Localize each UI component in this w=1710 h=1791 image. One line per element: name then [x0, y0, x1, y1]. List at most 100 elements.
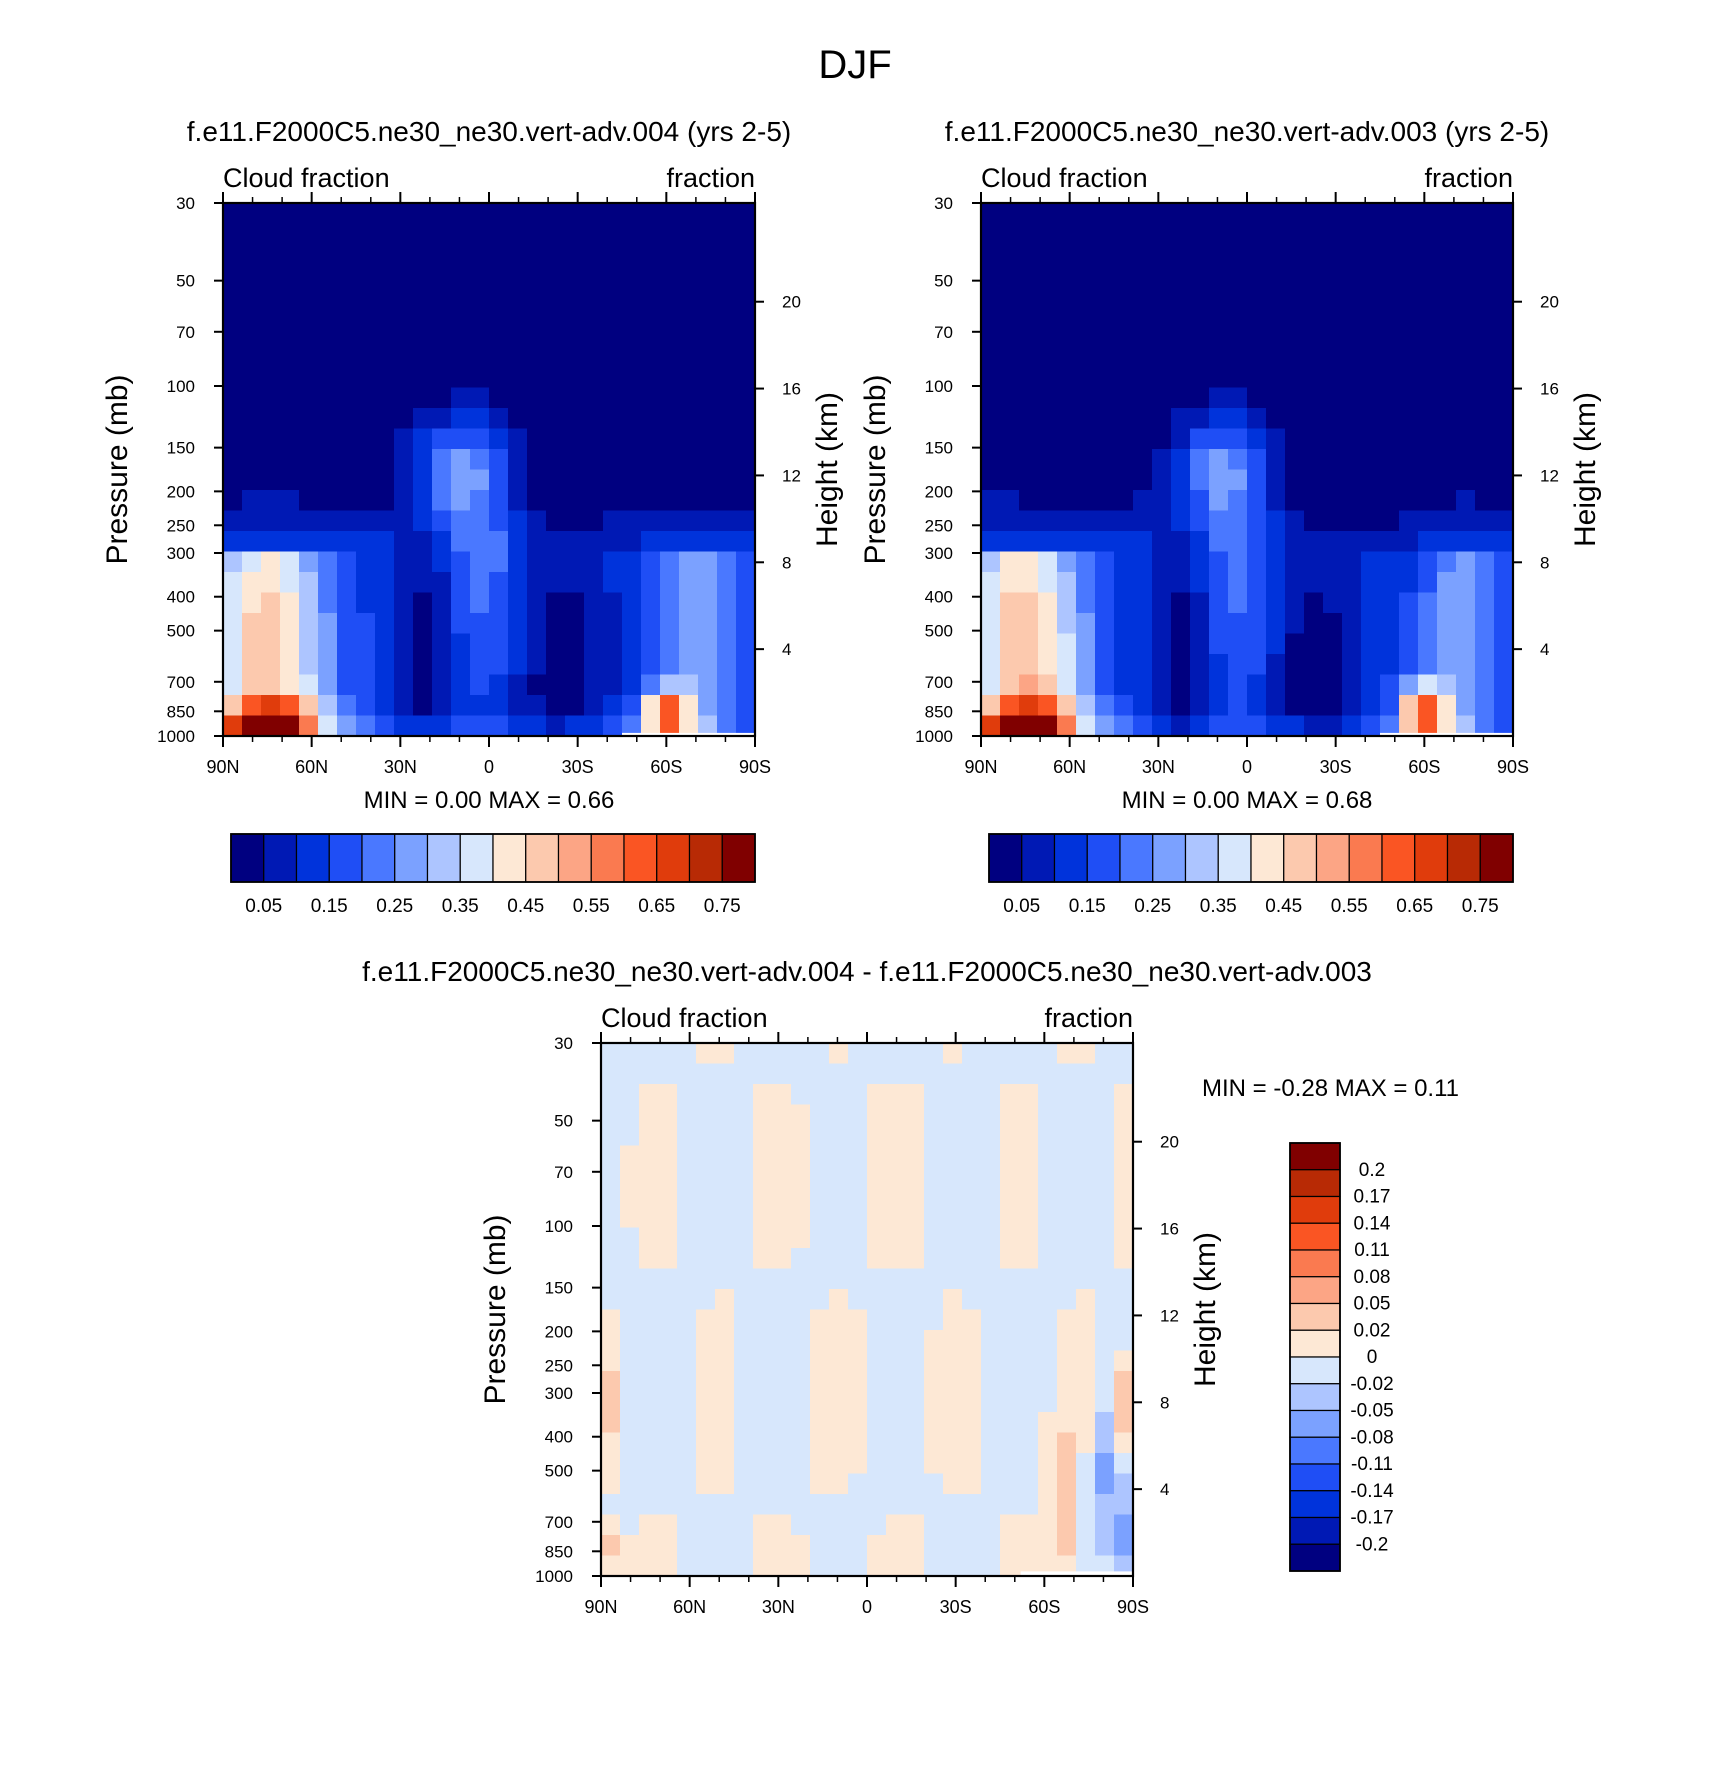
heatmap-cell — [696, 1227, 716, 1249]
heatmap-cell — [318, 715, 338, 737]
heatmap-cell — [1019, 490, 1039, 512]
heatmap-cell — [867, 1453, 887, 1475]
heatmap-cell — [1456, 654, 1476, 676]
heatmap-cell — [261, 510, 281, 532]
heatmap-cell — [1380, 305, 1400, 327]
heatmap-cell — [584, 346, 604, 368]
heatmap-cell — [905, 1309, 925, 1331]
heatmap-cell — [848, 1063, 868, 1085]
heatmap-cell — [620, 1289, 640, 1311]
heatmap-cell — [717, 654, 737, 676]
heatmap-cell — [601, 1248, 621, 1270]
heatmap-cell — [1057, 1350, 1077, 1372]
heatmap-cell — [1437, 223, 1457, 245]
heatmap-cell — [1190, 715, 1210, 737]
heatmap-cell — [1190, 633, 1210, 655]
heatmap-cell — [1456, 490, 1476, 512]
heatmap-cell — [660, 613, 680, 635]
y-tick-label: 70 — [934, 323, 953, 342]
colorbar-swatch — [557, 833, 592, 883]
heatmap-cell — [791, 1473, 811, 1495]
heatmap-cell — [394, 387, 414, 409]
heatmap-cell — [698, 551, 718, 573]
heatmap-cell — [1342, 428, 1362, 450]
heatmap-cell — [753, 1453, 773, 1475]
heatmap-cell — [1019, 1227, 1039, 1249]
heatmap-cell — [601, 1043, 621, 1065]
heatmap-cell — [1019, 695, 1039, 717]
heatmap-cell — [1380, 654, 1400, 676]
heatmap-cell — [1000, 1494, 1020, 1516]
heatmap-cell — [772, 1248, 792, 1270]
heatmap-cell — [1114, 203, 1134, 225]
heatmap-cell — [1456, 408, 1476, 430]
colorbar-swatch — [1289, 1142, 1341, 1171]
heatmap-cell — [394, 469, 414, 491]
heatmap-cell — [1304, 715, 1324, 737]
heatmap-cell — [470, 305, 490, 327]
heatmap-cell — [848, 1432, 868, 1454]
heatmap-cell — [1171, 408, 1191, 430]
heatmap-cell — [1323, 387, 1343, 409]
heatmap-cell — [1000, 695, 1020, 717]
y-axis-label: Pressure (mb) — [859, 374, 892, 564]
heatmap-cell — [413, 715, 433, 737]
heatmap-cell — [1418, 572, 1438, 594]
heatmap-cell — [660, 490, 680, 512]
heatmap-cell — [810, 1268, 830, 1290]
heatmap-cell — [1019, 1145, 1039, 1167]
colorbar-swatch — [1479, 833, 1514, 883]
heatmap-cell — [1494, 264, 1514, 286]
heatmap-cell — [1494, 346, 1514, 368]
heatmap-cell — [565, 695, 585, 717]
heatmap-cell — [1418, 305, 1438, 327]
y-axis-label: Pressure (mb) — [479, 1214, 512, 1404]
heatmap-cell — [1266, 490, 1286, 512]
heatmap-cell — [639, 1227, 659, 1249]
heatmap-cell — [924, 1084, 944, 1106]
heatmap-cell — [1133, 551, 1153, 573]
heatmap-cell — [677, 1432, 697, 1454]
heatmap-cell — [1095, 1309, 1115, 1331]
heatmap-cell — [1019, 1432, 1039, 1454]
heatmap-cell — [1038, 469, 1058, 491]
heatmap-cell — [1380, 613, 1400, 635]
heatmap-cell — [1456, 449, 1476, 471]
heatmap-cell — [603, 572, 623, 594]
heatmap-cell — [658, 1227, 678, 1249]
heatmap-cell — [432, 490, 452, 512]
heatmap-cell — [791, 1535, 811, 1557]
heatmap-cell — [715, 1084, 735, 1106]
heatmap-cell — [1095, 387, 1115, 409]
heatmap-cell — [1304, 531, 1324, 553]
heatmap-cell — [1038, 1391, 1058, 1413]
heatmap-cell — [1342, 715, 1362, 737]
colorbar-swatch — [1289, 1383, 1341, 1412]
colorbar-label: -0.17 — [1350, 1508, 1393, 1529]
heatmap-cell — [1342, 592, 1362, 614]
heatmap-cell — [489, 613, 509, 635]
heatmap-cell — [242, 449, 262, 471]
heatmap-cell — [508, 264, 528, 286]
heatmap-cell — [1475, 490, 1495, 512]
heatmap-cell — [1152, 674, 1172, 696]
heatmap-cell — [1247, 326, 1267, 348]
colorbar-label: 0.15 — [311, 896, 348, 917]
heatmap-cell — [736, 674, 756, 696]
heatmap-cell — [620, 1043, 640, 1065]
heatmap-cell — [981, 1350, 1001, 1372]
heatmap-cell — [1399, 592, 1419, 614]
heatmap-cell — [981, 1043, 1001, 1065]
heatmap-cell — [1076, 633, 1096, 655]
heatmap-cell — [1038, 1412, 1058, 1434]
heatmap-cell — [601, 1207, 621, 1229]
heatmap-cell — [223, 715, 243, 737]
heatmap-cell — [1380, 264, 1400, 286]
heatmap-cell — [679, 367, 699, 389]
heatmap-cell — [658, 1063, 678, 1085]
heatmap-cell — [622, 305, 642, 327]
heatmap-cell — [1057, 510, 1077, 532]
heatmap-cell — [772, 1453, 792, 1475]
heatmap-cell — [677, 1227, 697, 1249]
heatmap-cell — [1361, 326, 1381, 348]
